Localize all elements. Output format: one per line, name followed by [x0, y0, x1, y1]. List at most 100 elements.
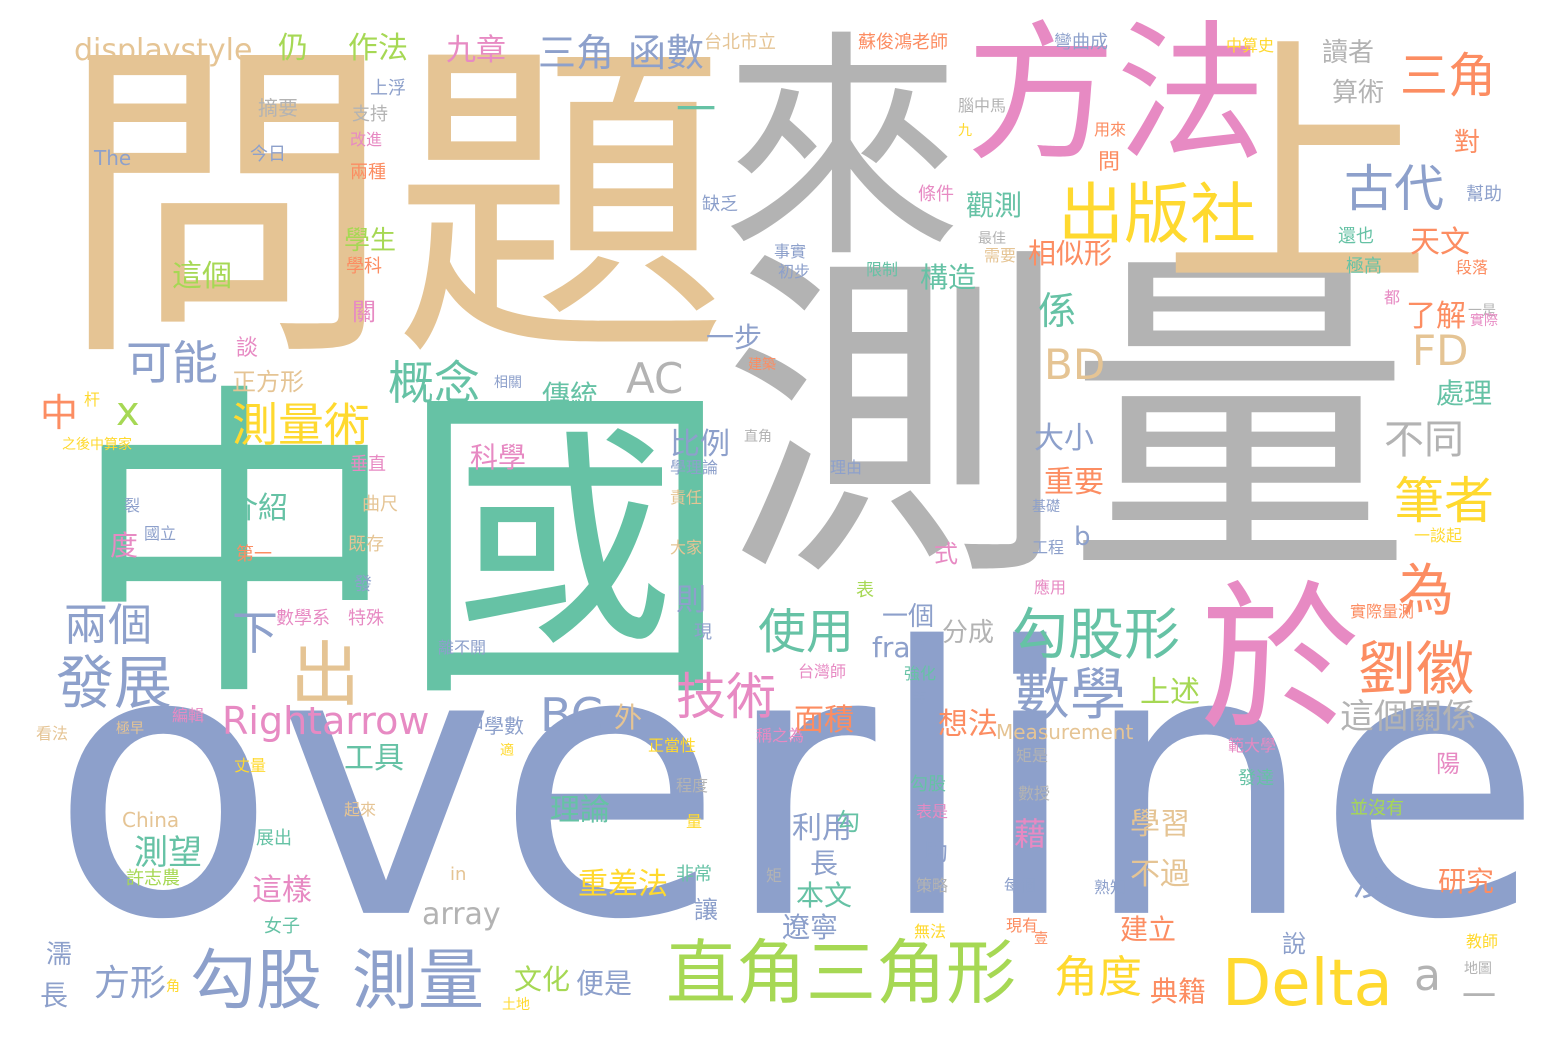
- word: 兩個: [64, 600, 152, 651]
- word: 關: [352, 298, 376, 326]
- word: 利用: [792, 811, 852, 846]
- word: 相關: [494, 375, 522, 391]
- word: 每個: [1004, 876, 1037, 895]
- word: overline: [50, 569, 1544, 1001]
- word: 出: [290, 634, 360, 716]
- word: 技術: [676, 668, 776, 726]
- word: 初步: [778, 262, 811, 281]
- word: 建築: [748, 357, 776, 373]
- word: FD: [1412, 326, 1469, 375]
- word: 教師: [1466, 932, 1499, 951]
- word: 許志農: [126, 868, 180, 889]
- word: 作法: [348, 31, 408, 66]
- word: 腦中馬: [958, 96, 1007, 115]
- word: 中算史: [1226, 36, 1275, 55]
- word: 助: [924, 838, 948, 866]
- word: 稱之為: [756, 726, 805, 745]
- word: 程度: [676, 776, 709, 795]
- word: 式: [934, 540, 958, 568]
- word: 既存: [348, 534, 384, 555]
- word: 文化: [514, 963, 571, 996]
- word: 外: [614, 701, 643, 734]
- word: 展出: [256, 828, 292, 849]
- word: 測量: [722, 222, 1412, 623]
- word: 現有: [1006, 916, 1039, 935]
- word: BD: [1044, 340, 1106, 389]
- word: 一談起: [1414, 526, 1463, 545]
- word: 處理: [1436, 377, 1493, 410]
- word: 矩: [766, 866, 783, 885]
- word: 一是: [1468, 303, 1496, 319]
- word: 面積: [794, 703, 854, 738]
- word: 強化: [904, 664, 937, 683]
- word: 長: [40, 979, 69, 1012]
- word: 地圖: [1464, 961, 1492, 977]
- word: 蘇俊鴻老師: [858, 32, 948, 53]
- word: 相似形: [1028, 237, 1113, 270]
- word: 台灣師: [798, 662, 847, 681]
- word: 非常: [676, 864, 712, 885]
- word: The: [94, 146, 132, 170]
- word: 摘要: [258, 96, 298, 120]
- word: 筆者: [1394, 472, 1494, 530]
- word: 今日: [250, 144, 286, 165]
- word: 一: [676, 87, 716, 133]
- word: 限制: [866, 260, 899, 279]
- word: 度: [110, 529, 139, 562]
- word: 特殊: [348, 608, 384, 629]
- word: 實際量測: [1350, 602, 1415, 621]
- word: 幫助: [1466, 184, 1502, 205]
- word: 勾: [836, 808, 860, 836]
- word: 重差法: [578, 867, 668, 902]
- word: 離不開: [438, 638, 487, 657]
- word: 無法: [914, 922, 947, 941]
- word: 對: [1454, 128, 1481, 158]
- word: 建立: [1120, 913, 1177, 946]
- word: 比例: [670, 427, 730, 462]
- word: 天文: [1410, 225, 1470, 260]
- word: 係: [1038, 289, 1077, 333]
- word: 科學: [470, 441, 527, 474]
- word: 傳統: [542, 379, 599, 412]
- word: 上浮: [370, 78, 406, 99]
- word: 彎曲成: [1054, 32, 1108, 53]
- word: 學生: [344, 226, 397, 256]
- word: 三角: [538, 31, 615, 75]
- word: 發: [354, 574, 372, 595]
- word: 便是: [576, 967, 633, 1000]
- word: 出版社: [1058, 176, 1256, 253]
- word: 陽: [1436, 750, 1460, 778]
- word: 測望: [134, 833, 202, 873]
- word: 發展: [56, 649, 173, 717]
- word: frac: [872, 631, 926, 664]
- word: 都: [1384, 288, 1401, 307]
- word: array: [422, 897, 501, 932]
- word: 段落: [1456, 258, 1489, 277]
- word: AC: [626, 354, 684, 403]
- word: 古代: [1344, 160, 1444, 218]
- word: 使用: [758, 604, 855, 660]
- word: 兩種: [350, 162, 386, 183]
- word: 熟知: [1094, 878, 1127, 897]
- word: displaystyle: [74, 33, 253, 68]
- word: 概念: [388, 356, 480, 410]
- word: 則: [676, 583, 706, 618]
- word: 量: [686, 812, 703, 831]
- word: 工具: [344, 741, 404, 776]
- word: 起來: [344, 800, 377, 819]
- word: 裂: [124, 496, 141, 515]
- word: 勾股: [910, 774, 946, 795]
- word: 看法: [36, 724, 69, 743]
- word: 方法: [966, 8, 1267, 182]
- word: 讀者: [1322, 38, 1375, 68]
- word: 大小: [1034, 421, 1094, 456]
- word: 本文: [796, 879, 853, 912]
- word: 測量: [352, 942, 484, 1019]
- word: x: [116, 389, 140, 435]
- word: 理由: [830, 458, 863, 477]
- word: 讓: [694, 896, 718, 924]
- word: 基礎: [1032, 499, 1060, 515]
- word: 測量術: [232, 398, 370, 452]
- word: 中學數: [464, 714, 524, 738]
- word: 發達: [1238, 768, 1274, 789]
